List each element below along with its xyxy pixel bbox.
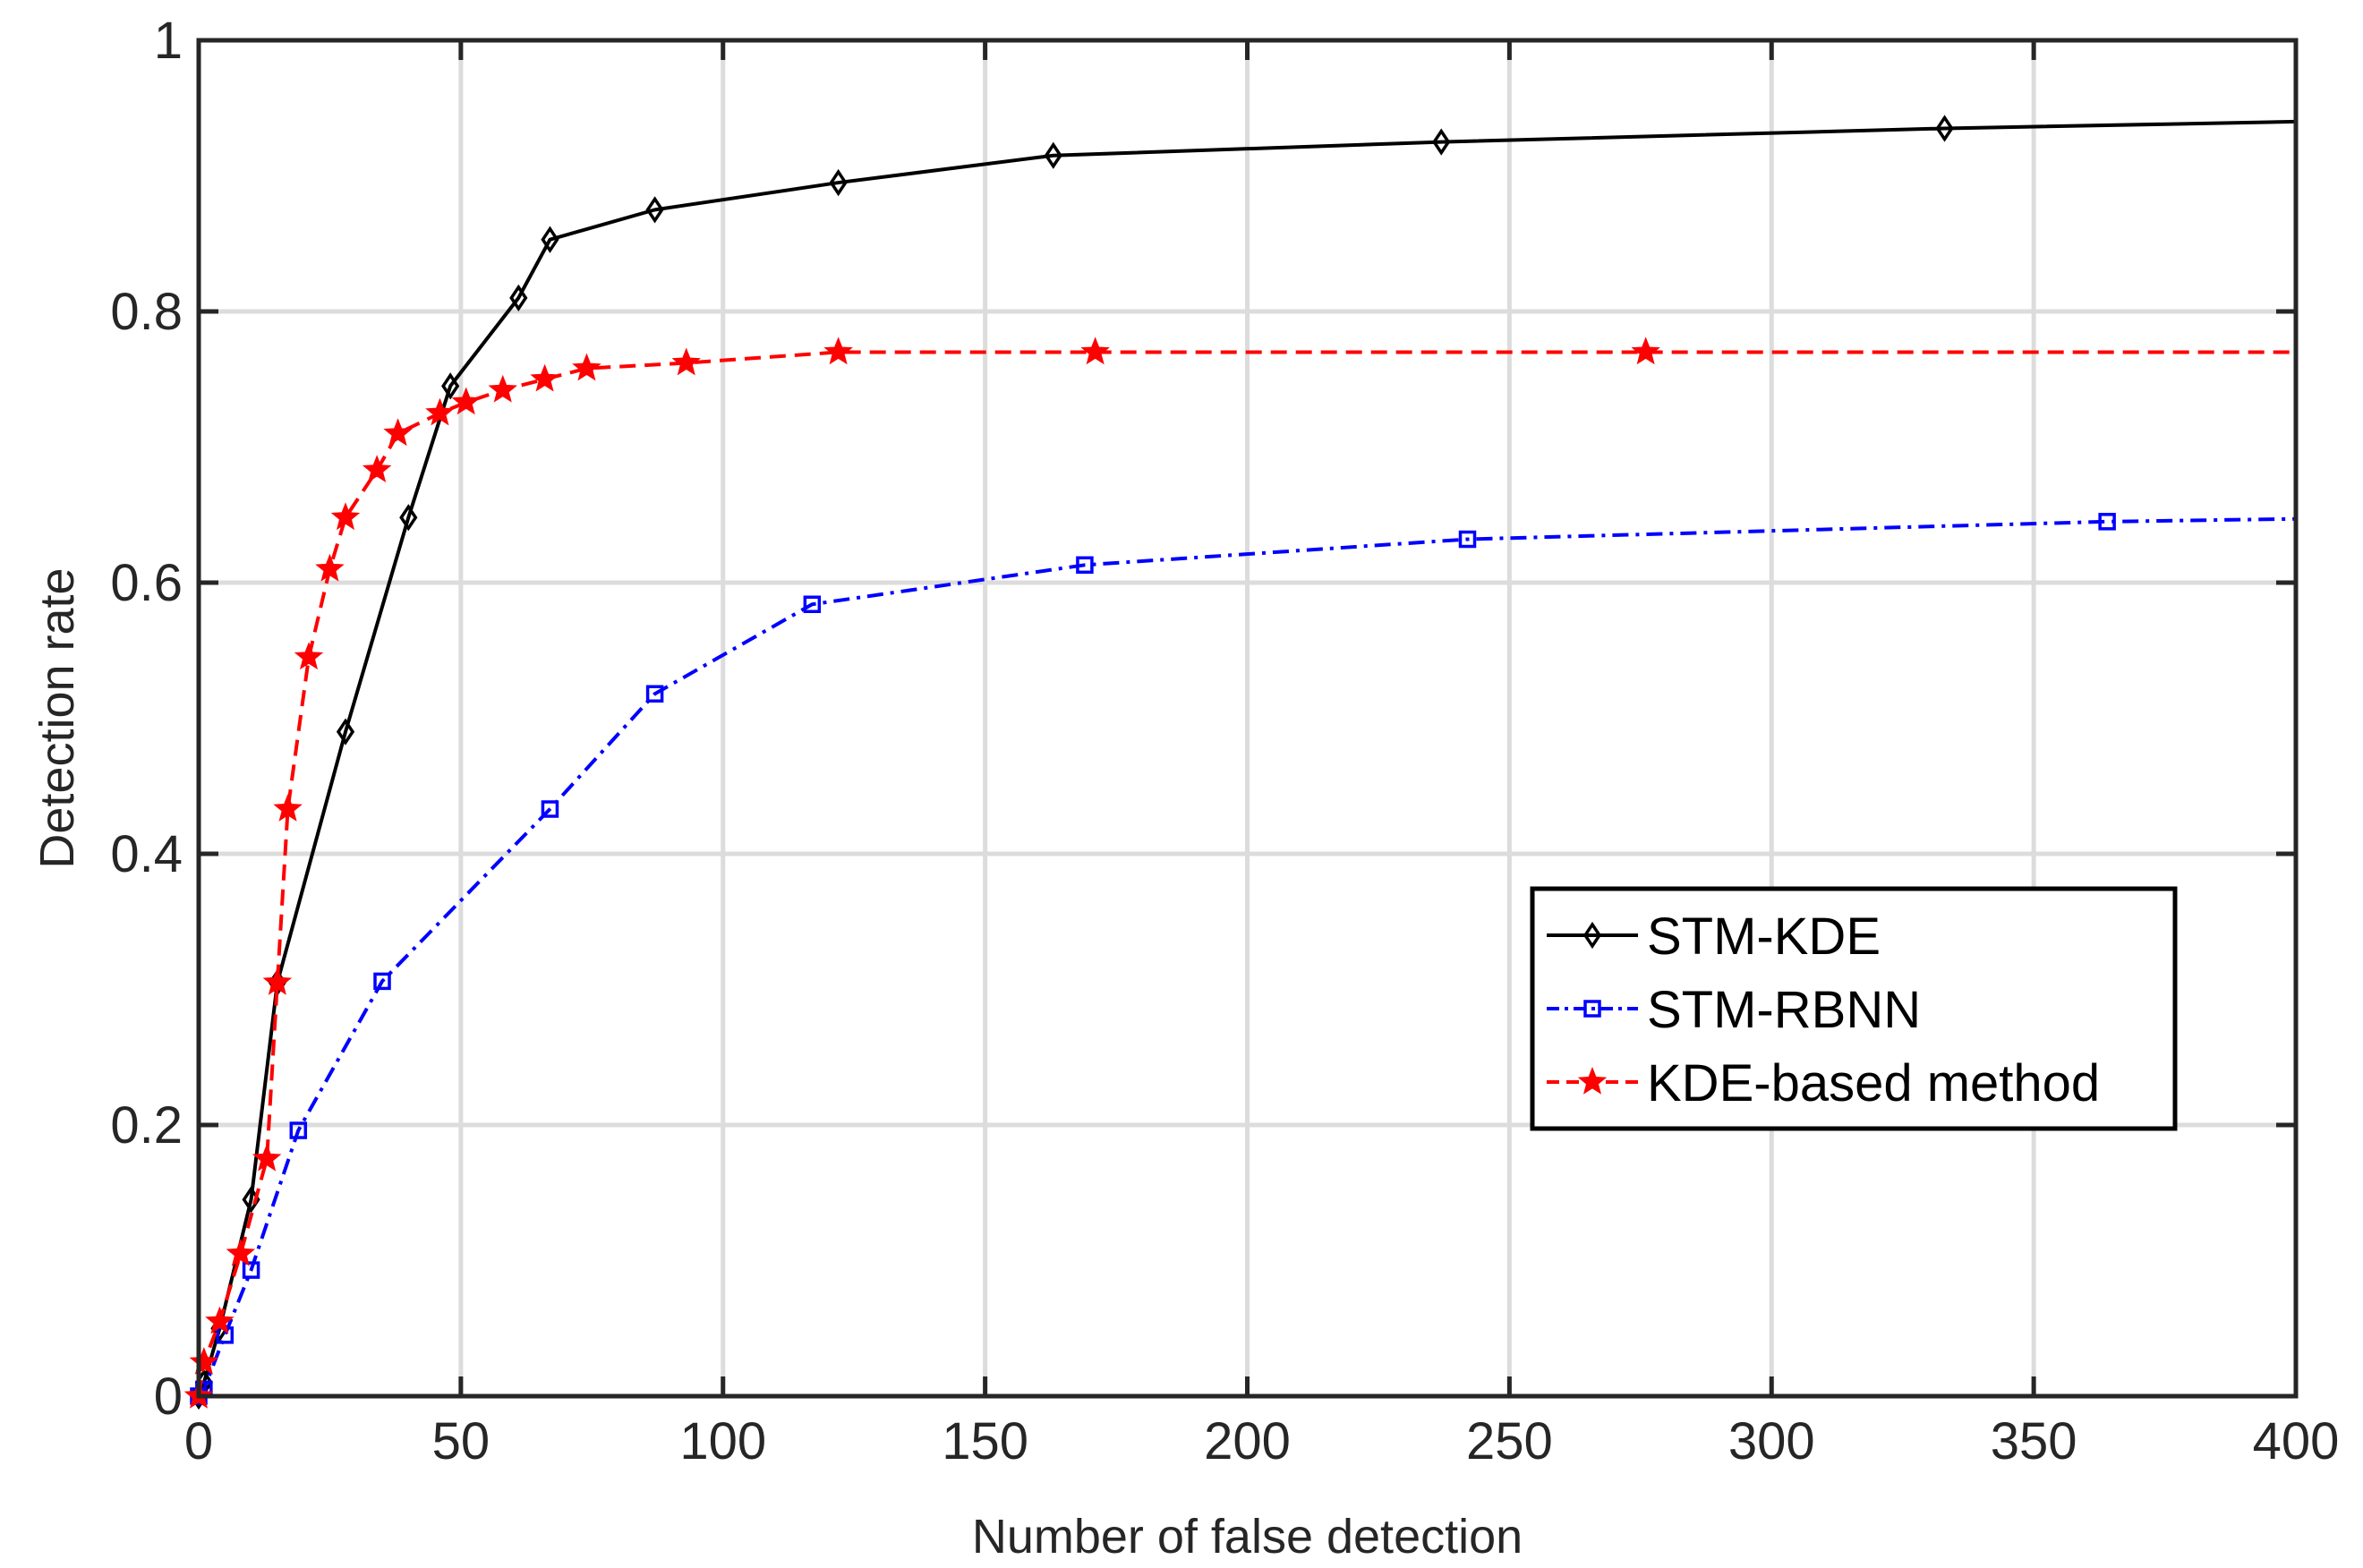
data-point-1-4 (289, 1121, 308, 1139)
y-tick-label-0: 0 (154, 1368, 183, 1426)
tick-labels: 0 50 100 150 200 250 300 350 400 0 0.2 0.4 0.6 0.8 1 (110, 12, 2339, 1470)
legend-item-2: KDE-based method (1547, 1054, 2100, 1112)
data-point-2-14 (488, 374, 517, 403)
data-point-2-19 (1080, 337, 1110, 365)
data-point-0-12 (1044, 141, 1062, 169)
data-point-2-9 (330, 502, 361, 531)
data-point-2-6 (273, 793, 303, 822)
data-point-2-11 (383, 418, 413, 447)
data-point-2-4 (252, 1143, 282, 1172)
data-point-2-16 (572, 353, 601, 381)
data-point-1-8 (803, 595, 822, 613)
x-tick-label-3: 150 (942, 1412, 1028, 1470)
legend-item-0: STM-KDE (1547, 908, 1881, 966)
y-axis-label: Detection rate (30, 567, 84, 868)
data-point-0-8 (509, 284, 528, 312)
data-point-1-6 (541, 800, 559, 818)
series-line-0 (197, 119, 2297, 1397)
data-point-2-18 (823, 337, 853, 365)
data-point-0-11 (829, 168, 848, 197)
y-tick-label-5: 1 (154, 12, 183, 70)
x-tick-label-4: 200 (1204, 1412, 1291, 1470)
data-point-2-7 (294, 642, 324, 670)
legend-marker-1 (1583, 1000, 1601, 1018)
data-point-2-3 (226, 1238, 256, 1266)
legend-label-2: KDE-based method (1647, 1054, 2100, 1112)
legend-item-1: STM-RBNN (1547, 981, 1921, 1039)
data-point-1-5 (373, 972, 391, 991)
data-point-0-13 (1432, 128, 1451, 156)
series-2 (183, 337, 2296, 1409)
legend-marker-2 (1577, 1066, 1608, 1095)
legend-marker-0 (1582, 921, 1602, 950)
data-point-0-7 (441, 372, 460, 400)
data-point-2-20 (1631, 337, 1660, 365)
x-tick-label-2: 100 (679, 1412, 766, 1470)
y-tick-label-3: 0.6 (110, 554, 183, 612)
x-tick-label-6: 300 (1728, 1412, 1815, 1470)
data-point-2-1 (189, 1347, 219, 1375)
series-line-1 (197, 516, 2297, 1398)
data-point-2-12 (425, 397, 455, 426)
legend-box (1530, 886, 2178, 1131)
data-point-2-2 (205, 1306, 235, 1334)
grid (199, 40, 2296, 1396)
data-point-2-15 (530, 363, 559, 392)
x-tick-label-8: 400 (2253, 1412, 2340, 1470)
data-point-2-13 (451, 387, 481, 415)
data-point-0-14 (1935, 115, 1954, 142)
x-tick-label-7: 350 (1991, 1412, 2077, 1470)
axes (196, 38, 2299, 1399)
data-point-0-9 (541, 226, 559, 253)
y-tick-label-1: 0.2 (110, 1096, 183, 1155)
y-tick-label-4: 0.8 (110, 283, 183, 341)
x-tick-label-1: 50 (432, 1412, 491, 1470)
data-point-2-8 (315, 553, 345, 582)
series-group (183, 115, 2297, 1410)
x-axis-label: Number of false detection (972, 1510, 1523, 1564)
data-point-1-3 (242, 1261, 260, 1279)
data-point-2-5 (262, 967, 293, 995)
data-point-1-7 (645, 685, 664, 703)
data-point-1-10 (1458, 530, 1477, 549)
data-point-0-10 (645, 196, 664, 224)
legend: STM-KDE STM-RBNN KDE-based method (1530, 886, 2178, 1131)
x-tick-label-5: 250 (1466, 1412, 1553, 1470)
data-point-2-10 (362, 455, 392, 483)
data-point-1-9 (1076, 556, 1094, 575)
data-point-1-11 (2098, 513, 2116, 531)
legend-label-0: STM-KDE (1647, 908, 1881, 966)
y-tick-label-2: 0.4 (110, 825, 183, 883)
data-point-0-6 (399, 504, 418, 532)
data-point-0-5 (336, 718, 355, 746)
legend-label-1: STM-RBNN (1647, 981, 1921, 1039)
data-point-2-17 (671, 347, 701, 376)
x-tick-label-0: 0 (184, 1412, 213, 1470)
